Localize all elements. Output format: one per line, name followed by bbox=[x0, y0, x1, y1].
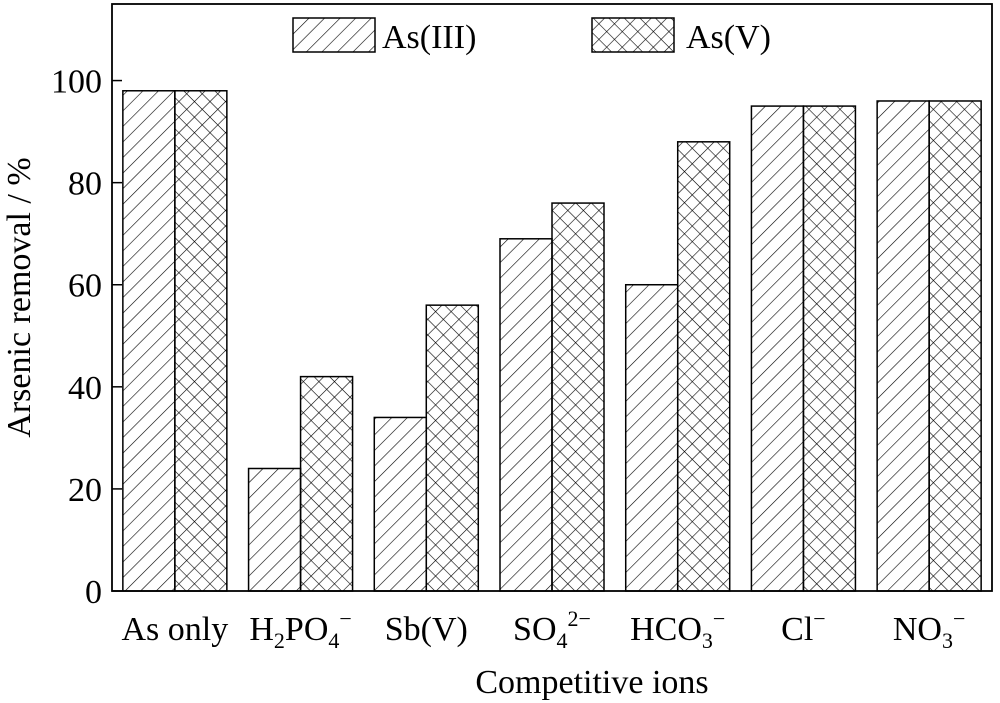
plot-area: 0 20 40 60 80 100 Arsenic removal / % As only H2… bbox=[1, 3, 993, 701]
bar-as-v-4 bbox=[676, 141, 731, 592]
bar-as-iii-6 bbox=[876, 100, 930, 592]
x-tick-label: SO42− bbox=[513, 606, 591, 653]
bar-as-v-1 bbox=[299, 375, 354, 592]
x-tick-label: Sb(V) bbox=[385, 611, 468, 648]
y-tick-label: 20 bbox=[68, 472, 102, 509]
y-axis-label: Arsenic removal / % bbox=[1, 157, 38, 437]
y-tick-label: 0 bbox=[85, 574, 102, 611]
legend: As(III) As(V) bbox=[292, 17, 771, 56]
bar-as-iii-1 bbox=[247, 467, 302, 592]
x-tick-label: NO3− bbox=[893, 606, 966, 653]
x-tick-label: H2PO4− bbox=[249, 606, 351, 653]
bar-as-iii-4 bbox=[624, 283, 679, 592]
bar-as-iii-3 bbox=[499, 238, 553, 592]
bar-as-v-2 bbox=[425, 304, 480, 592]
bar-as-v-3 bbox=[551, 202, 605, 592]
x-tick-label: HCO3− bbox=[630, 606, 725, 653]
legend-label-as-iii: As(III) bbox=[382, 19, 476, 56]
legend-swatch-as-iii bbox=[292, 17, 376, 53]
legend-swatch-as-v bbox=[591, 17, 675, 53]
bar-as-iii-2 bbox=[373, 416, 428, 592]
bar-as-iii-5 bbox=[750, 105, 805, 592]
axes-frame bbox=[111, 3, 993, 592]
bar-as-v-5 bbox=[802, 105, 857, 592]
bar-as-v-0 bbox=[174, 90, 228, 592]
y-tick-label: 100 bbox=[51, 64, 102, 101]
y-tick-label: 60 bbox=[68, 268, 102, 305]
y-tick-label: 80 bbox=[68, 166, 102, 203]
bar-as-v-6 bbox=[928, 100, 982, 592]
x-tick-label: As only bbox=[121, 611, 228, 648]
legend-label-as-v: As(V) bbox=[686, 19, 771, 56]
bar-as-iii-0 bbox=[122, 90, 176, 592]
y-tick-label: 40 bbox=[68, 370, 102, 407]
x-tick-label: Cl− bbox=[781, 606, 826, 648]
x-axis-label: Competitive ions bbox=[475, 664, 708, 701]
